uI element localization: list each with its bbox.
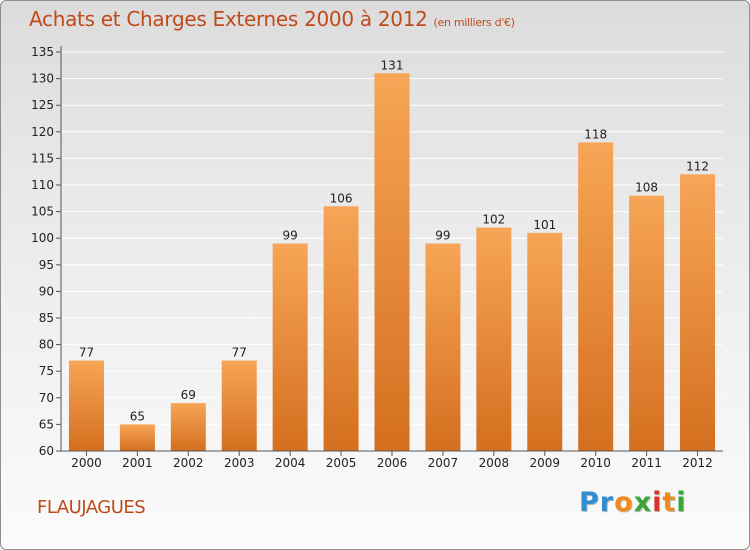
bar-2000 <box>68 360 104 451</box>
x-tick-label-2002: 2002 <box>173 456 204 470</box>
value-label-2004: 99 <box>283 229 298 243</box>
x-tick-label-2009: 2009 <box>529 456 560 470</box>
x-tick-label-2012: 2012 <box>682 456 713 470</box>
chart-title-text: Achats et Charges Externes 2000 à 2012 <box>29 7 428 31</box>
y-tick-label: 135 <box>31 45 54 59</box>
axes: 60 65 70 75 80 85 90 95 100 105 110 115 120 125 130 135… <box>31 45 723 470</box>
bar-2003 <box>221 360 257 451</box>
bars: 77 65 69 77 99 106 131 99 102 101 118 108 112 <box>68 58 716 452</box>
bar-2005 <box>323 206 359 451</box>
bar-2001 <box>119 424 155 451</box>
logo-letter: i <box>676 487 687 518</box>
x-tick-label-2010: 2010 <box>580 456 611 470</box>
value-label-2000: 77 <box>79 346 94 360</box>
bar-2009 <box>527 232 563 451</box>
value-label-2003: 77 <box>232 346 247 360</box>
bar-2011 <box>629 195 665 451</box>
value-label-2005: 106 <box>330 191 353 205</box>
x-tick-label-2000: 2000 <box>71 456 102 470</box>
y-tick-label: 125 <box>31 98 54 112</box>
bar-2002 <box>170 403 206 451</box>
y-tick-label: 65 <box>39 417 54 431</box>
y-tick-label: 60 <box>39 444 54 458</box>
y-tick-label: 105 <box>31 205 54 219</box>
y-tick-label: 90 <box>39 284 54 298</box>
x-tick-label-2001: 2001 <box>122 456 153 470</box>
logo-letter: o <box>614 487 634 518</box>
x-tick-label-2011: 2011 <box>631 456 662 470</box>
y-tick-label: 70 <box>39 391 54 405</box>
bar-2007 <box>425 243 461 451</box>
value-label-2008: 102 <box>482 213 505 227</box>
x-tick-label-2008: 2008 <box>479 456 510 470</box>
logo-letter: P <box>579 487 600 518</box>
x-tick-label-2005: 2005 <box>326 456 357 470</box>
value-label-2011: 108 <box>635 181 658 195</box>
chart-title: Achats et Charges Externes 2000 à 2012 (e… <box>29 7 515 31</box>
y-tick-label: 120 <box>31 125 54 139</box>
logo-letter: t <box>662 487 677 518</box>
proxiti-logo[interactable]: Proxiti <box>579 487 687 518</box>
y-tick-label: 130 <box>31 72 54 86</box>
value-label-2002: 69 <box>181 388 196 402</box>
x-tick-label-2007: 2007 <box>428 456 459 470</box>
y-tick-label: 80 <box>39 338 54 352</box>
bar-2012 <box>680 174 716 452</box>
y-tick-label: 110 <box>31 178 54 192</box>
y-tick-label: 95 <box>39 258 54 272</box>
value-label-2007: 99 <box>435 229 450 243</box>
x-tick-label-2004: 2004 <box>275 456 306 470</box>
value-label-2010: 118 <box>584 127 607 141</box>
logo-letter: i <box>652 487 663 518</box>
value-label-2012: 112 <box>686 159 709 173</box>
bar-2006 <box>374 73 410 451</box>
chart-subtitle: (en milliers d'€) <box>433 16 515 29</box>
x-tick-label-2006: 2006 <box>377 456 408 470</box>
bar-2004 <box>272 243 308 451</box>
y-tick-label: 85 <box>39 311 54 325</box>
value-label-2001: 65 <box>130 409 145 423</box>
value-label-2006: 131 <box>381 58 404 72</box>
x-tick-label-2003: 2003 <box>224 456 255 470</box>
logo-letter: x <box>633 487 653 518</box>
value-label-2009: 101 <box>533 218 556 232</box>
y-tick-label: 115 <box>31 151 54 165</box>
y-tick-label: 100 <box>31 231 54 245</box>
logo-letter: r <box>599 487 615 518</box>
location-name: FLAUJAGUES <box>37 497 146 518</box>
bar-2008 <box>476 227 512 451</box>
bar-2010 <box>578 142 614 451</box>
y-tick-label: 75 <box>39 364 54 378</box>
